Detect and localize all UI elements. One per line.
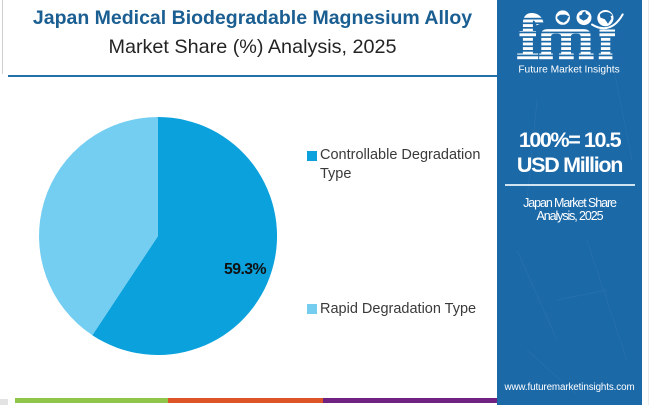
svg-text:Future Market Insights: Future Market Insights [518, 64, 619, 75]
